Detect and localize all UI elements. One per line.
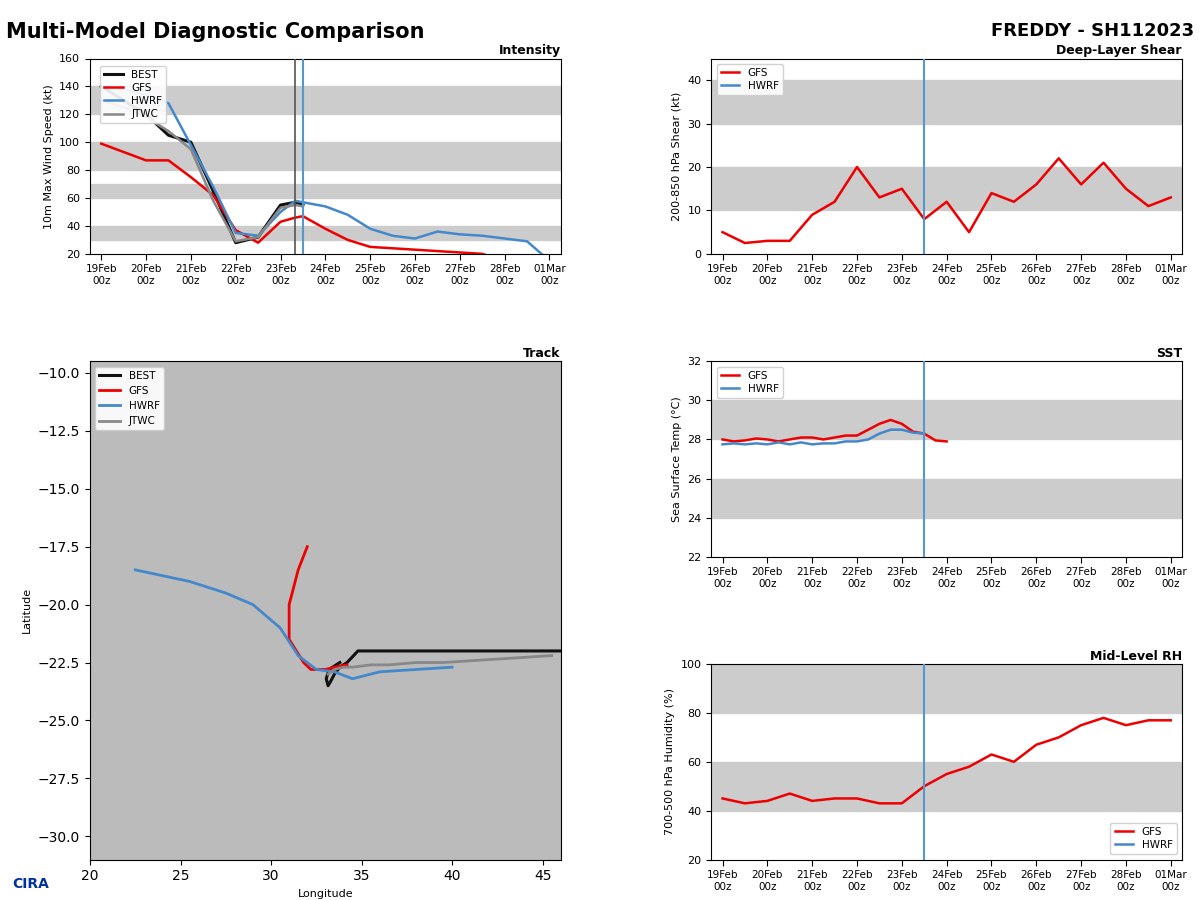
- Y-axis label: Latitude: Latitude: [23, 588, 32, 634]
- Y-axis label: Sea Surface Temp (°C): Sea Surface Temp (°C): [672, 396, 682, 522]
- Bar: [712, 400, 1182, 439]
- Legend: GFS, HWRF: GFS, HWRF: [1110, 823, 1177, 854]
- Text: Deep-Layer Shear: Deep-Layer Shear: [1056, 44, 1182, 58]
- Legend: BEST, GFS, HWRF, JTWC: BEST, GFS, HWRF, JTWC: [100, 66, 167, 123]
- Text: CIRA: CIRA: [12, 877, 49, 891]
- Bar: [712, 80, 1182, 123]
- Legend: BEST, GFS, HWRF, JTWC: BEST, GFS, HWRF, JTWC: [95, 366, 163, 430]
- Text: Mid-Level RH: Mid-Level RH: [1090, 650, 1182, 663]
- Text: Multi-Model Diagnostic Comparison: Multi-Model Diagnostic Comparison: [6, 22, 425, 42]
- Bar: [712, 167, 1182, 211]
- Text: Intensity: Intensity: [498, 44, 560, 58]
- Bar: [712, 479, 1182, 518]
- Bar: [712, 664, 1182, 713]
- Y-axis label: 200-850 hPa Shear (kt): 200-850 hPa Shear (kt): [672, 92, 682, 220]
- Text: Track: Track: [523, 347, 560, 360]
- Bar: [90, 226, 560, 240]
- Bar: [712, 761, 1182, 811]
- Bar: [90, 86, 560, 114]
- Text: FREDDY - SH112023: FREDDY - SH112023: [991, 22, 1194, 40]
- Y-axis label: 700-500 hPa Humidity (%): 700-500 hPa Humidity (%): [665, 688, 676, 835]
- Bar: [90, 184, 560, 198]
- Y-axis label: 10m Max Wind Speed (kt): 10m Max Wind Speed (kt): [43, 84, 54, 229]
- X-axis label: Longitude: Longitude: [298, 889, 353, 899]
- Legend: GFS, HWRF: GFS, HWRF: [716, 64, 782, 95]
- Text: SST: SST: [1156, 347, 1182, 360]
- Legend: GFS, HWRF: GFS, HWRF: [716, 366, 782, 398]
- Bar: [90, 142, 560, 170]
